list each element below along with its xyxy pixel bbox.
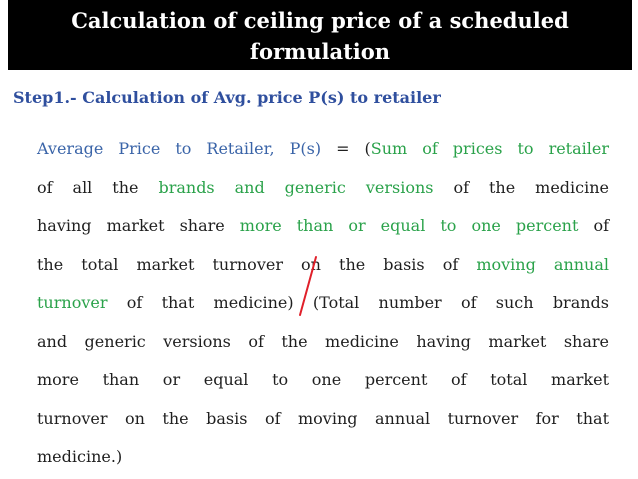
term-average-price: Average Price to Retailer, P(s) — [37, 139, 322, 158]
formula-line-2: of all the brands and generic versions o… — [37, 169, 609, 208]
term-market-share-threshold: more than or equal to one percent — [239, 216, 579, 235]
formula-line-4: the total market turnover on the basis o… — [37, 246, 609, 285]
term-moving-annual: moving annual — [476, 254, 610, 274]
slide-title: Calculation of ceiling price of a schedu… — [8, 0, 632, 70]
formula-line-1: Average Price to Retailer, P(s) = (Sum o… — [37, 130, 609, 169]
slide-title-line-2: formulation — [249, 39, 391, 64]
equals-open-paren: = ( — [321, 139, 371, 158]
division-slash-mark — [299, 256, 317, 316]
step-heading: Step1.- Calculation of Avg. price P(s) t… — [13, 88, 441, 107]
division-slash-line — [299, 256, 317, 316]
term-sum-of-prices: Sum of prices to retailer — [370, 139, 609, 158]
formula-line-3: having market share more than or equal t… — [37, 207, 609, 246]
term-turnover: turnover — [37, 293, 108, 312]
slide-title-line-1: Calculation of ceiling price of a schedu… — [71, 8, 569, 33]
formula-line-8: turnover on the basis of moving annual t… — [37, 408, 609, 428]
formula-paragraph: Average Price to Retailer, P(s) = (Sum o… — [37, 130, 609, 477]
formula-line-6: and generic versions of the medicine hav… — [37, 331, 609, 351]
term-brands-generic: brands and generic versions — [158, 177, 434, 197]
text-fragment: the total market turnover on the basis o… — [37, 254, 477, 274]
formula-line-5: turnover of that medicine) (Total number… — [37, 284, 609, 323]
text-fragment: of — [578, 216, 609, 235]
text-fragment: of all the — [37, 177, 159, 197]
text-fragment: of that medicine) (Total number of such … — [107, 293, 609, 312]
text-fragment: having market share — [37, 216, 240, 235]
formula-line-7: more than or equal to one percent of tot… — [37, 370, 609, 389]
text-fragment: of the medicine — [433, 177, 610, 197]
formula-line-9: medicine.) — [37, 447, 123, 466]
